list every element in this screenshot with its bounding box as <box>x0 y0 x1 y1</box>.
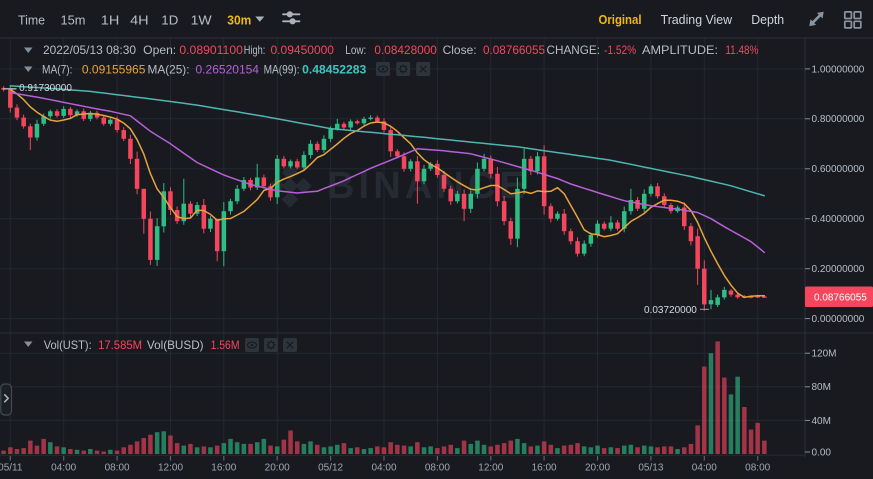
svg-text:Vol(BUSD): Vol(BUSD) <box>147 338 204 352</box>
svg-text:0.60000000: 0.60000000 <box>812 164 865 175</box>
svg-text:MA(7):: MA(7): <box>42 63 73 77</box>
svg-text:12:00: 12:00 <box>478 462 503 473</box>
svg-text:0.09450000: 0.09450000 <box>271 43 335 57</box>
svg-text:0.08901100: 0.08901100 <box>179 43 243 57</box>
svg-text:80M: 80M <box>812 382 831 393</box>
svg-text:04:00: 04:00 <box>371 462 396 473</box>
svg-text:15m: 15m <box>61 13 86 28</box>
svg-text:08:00: 08:00 <box>425 462 450 473</box>
svg-text:17.585M: 17.585M <box>98 338 142 352</box>
svg-text:0.26520154: 0.26520154 <box>196 63 260 77</box>
svg-text:1D: 1D <box>161 13 178 28</box>
svg-text:05/13: 05/13 <box>638 462 663 473</box>
svg-text:Close:: Close: <box>443 43 477 57</box>
svg-text:04:00: 04:00 <box>51 462 76 473</box>
svg-text:05/11: 05/11 <box>0 462 23 473</box>
svg-text:1W: 1W <box>191 13 213 28</box>
svg-text:Low:: Low: <box>345 43 366 57</box>
svg-text:30m: 30m <box>227 13 251 28</box>
svg-text:Time: Time <box>18 13 45 28</box>
svg-text:0.40000000: 0.40000000 <box>812 214 865 225</box>
svg-text:120M: 120M <box>812 349 837 360</box>
svg-text:AMPLITUDE:: AMPLITUDE: <box>642 43 718 57</box>
svg-text:4H: 4H <box>130 13 149 28</box>
svg-text:0.00000000: 0.00000000 <box>812 314 865 325</box>
svg-text:05/12: 05/12 <box>318 462 343 473</box>
svg-text:0.80000000: 0.80000000 <box>812 114 865 125</box>
svg-text:0.08428000: 0.08428000 <box>374 43 437 57</box>
svg-text:2022/05/13 08:30: 2022/05/13 08:30 <box>43 43 136 57</box>
svg-text:Trading View: Trading View <box>661 13 733 27</box>
svg-text:Vol(UST):: Vol(UST): <box>44 338 92 352</box>
svg-text:Open:: Open: <box>143 43 176 57</box>
svg-text:Depth: Depth <box>751 13 784 27</box>
svg-text:MA(25):: MA(25): <box>148 63 190 77</box>
svg-text:MA(99):: MA(99): <box>264 63 300 77</box>
svg-text:High:: High: <box>244 43 265 57</box>
svg-text:04:00: 04:00 <box>692 462 717 473</box>
svg-text:08:00: 08:00 <box>105 462 130 473</box>
svg-text:40M: 40M <box>812 416 831 427</box>
svg-text:08:00: 08:00 <box>745 462 770 473</box>
svg-text:-1.52%: -1.52% <box>604 43 636 57</box>
svg-text:CHANGE:: CHANGE: <box>547 43 601 57</box>
svg-text:0.08766055: 0.08766055 <box>814 292 867 303</box>
svg-text:20:00: 20:00 <box>265 462 290 473</box>
svg-text:1H: 1H <box>101 13 120 28</box>
svg-text:0.03720000: 0.03720000 <box>644 305 697 316</box>
svg-text:0.91730000: 0.91730000 <box>19 83 72 94</box>
svg-text:0.20000000: 0.20000000 <box>812 264 865 275</box>
svg-text:12:00: 12:00 <box>158 462 183 473</box>
svg-text:16:00: 16:00 <box>532 462 557 473</box>
svg-text:0.00: 0.00 <box>812 447 832 458</box>
svg-text:1.56M: 1.56M <box>211 338 240 352</box>
svg-text:0.09155965: 0.09155965 <box>82 63 146 77</box>
svg-text:1.00000000: 1.00000000 <box>812 64 865 75</box>
svg-text:11.48%: 11.48% <box>725 43 758 57</box>
svg-text:0.08766055: 0.08766055 <box>483 43 545 57</box>
svg-text:20:00: 20:00 <box>585 462 610 473</box>
svg-text:0.48452283: 0.48452283 <box>302 63 366 77</box>
svg-text:16:00: 16:00 <box>211 462 236 473</box>
svg-text:Original: Original <box>599 13 642 27</box>
